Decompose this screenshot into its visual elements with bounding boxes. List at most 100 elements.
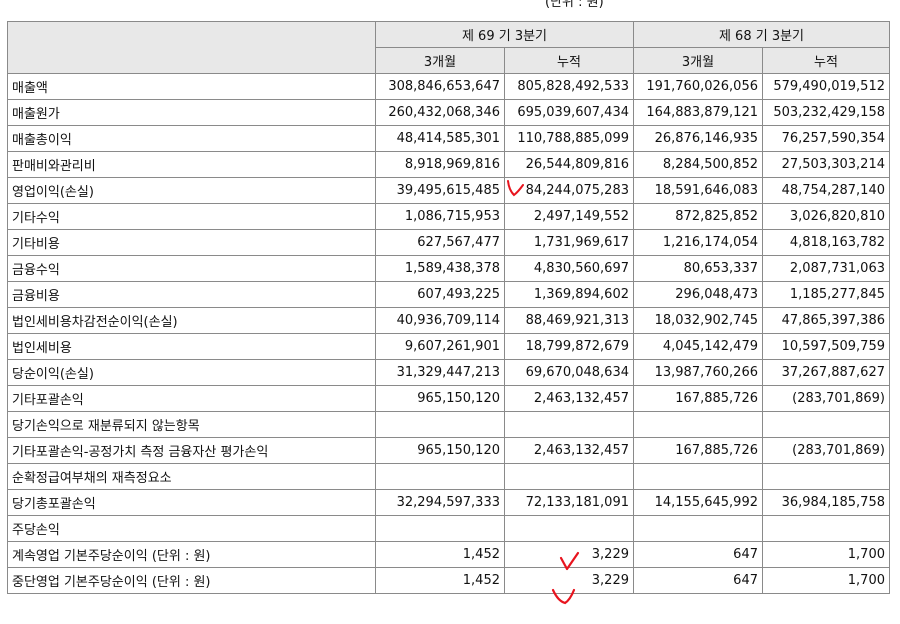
cell-3m-current: 965,150,120 [375, 385, 505, 412]
header-cumulative-current: 누적 [504, 47, 634, 74]
cell-3m-current: 260,432,068,346 [375, 99, 505, 126]
cell-3m-prior: 18,032,902,745 [633, 307, 763, 334]
row-label: 법인세비용차감전순이익(손실) [7, 307, 376, 334]
cell-cum-prior: 37,267,887,627 [762, 359, 890, 386]
cell-cum-prior: 36,984,185,758 [762, 489, 890, 516]
row-label: 기타포괄손익 [7, 385, 376, 412]
cell-3m-current: 1,589,438,378 [375, 255, 505, 282]
cell-cum-prior: 1,185,277,845 [762, 281, 890, 308]
table-row: 순확정급여부채의 재측정요소 [7, 463, 890, 490]
cell-3m-prior: 13,987,760,266 [633, 359, 763, 386]
cell-cum-prior: 503,232,429,158 [762, 99, 890, 126]
cell-cum-prior [762, 463, 890, 490]
cell-3m-current: 965,150,120 [375, 437, 505, 464]
cell-cum-current: 1,369,894,602 [504, 281, 634, 308]
income-statement-table: 제 69 기 3분기 제 68 기 3분기 3개월 누적 3개월 누적 매출액 … [7, 21, 890, 594]
cell-cum-prior [762, 411, 890, 438]
cell-cum-current: 3,229 [504, 567, 634, 594]
cell-cum-current: 110,788,885,099 [504, 125, 634, 152]
cell-cum-prior [762, 515, 890, 542]
cell-3m-prior: 1,216,174,054 [633, 229, 763, 256]
header-3m-current: 3개월 [375, 47, 505, 74]
cell-3m-current: 607,493,225 [375, 281, 505, 308]
cell-3m-current: 308,846,653,647 [375, 73, 505, 100]
table-row: 금융수익 1,589,438,378 4,830,560,697 80,653,… [7, 255, 890, 282]
row-label: 금융수익 [7, 255, 376, 282]
cell-3m-prior: 647 [633, 541, 763, 568]
row-label: 당순이익(손실) [7, 359, 376, 386]
table-row: 매출액 308,846,653,647 805,828,492,533 191,… [7, 73, 890, 100]
cell-cum-current: 2,463,132,457 [504, 437, 634, 464]
cell-3m-prior [633, 411, 763, 438]
cell-cum-prior: 27,503,303,214 [762, 151, 890, 178]
cell-3m-prior: 167,885,726 [633, 385, 763, 412]
table-row: 당기총포괄손익 32,294,597,333 72,133,181,091 14… [7, 489, 890, 516]
cell-3m-current: 39,495,615,485 [375, 177, 505, 204]
header-row-periods: 제 69 기 3분기 제 68 기 3분기 [7, 21, 890, 74]
cell-3m-prior: 8,284,500,852 [633, 151, 763, 178]
cell-3m-prior: 872,825,852 [633, 203, 763, 230]
row-label: 당기총포괄손익 [7, 489, 376, 516]
table-row: 기타포괄손익 965,150,120 2,463,132,457 167,885… [7, 385, 890, 412]
cell-3m-prior: 296,048,473 [633, 281, 763, 308]
header-cumulative-prior: 누적 [762, 47, 890, 74]
cell-cum-prior: 3,026,820,810 [762, 203, 890, 230]
table-row: 매출원가 260,432,068,346 695,039,607,434 164… [7, 99, 890, 126]
row-label: 기타포괄손익-공정가치 측정 금융자산 평가손익 [7, 437, 376, 464]
row-label: 기타수익 [7, 203, 376, 230]
cell-cum-current: 84,244,075,283 [504, 177, 634, 204]
table-row: 기타포괄손익-공정가치 측정 금융자산 평가손익 965,150,120 2,4… [7, 437, 890, 464]
unit-note: (단위 : 원) [545, 0, 604, 10]
cell-cum-prior: 76,257,590,354 [762, 125, 890, 152]
row-label: 판매비와관리비 [7, 151, 376, 178]
table-row: 법인세비용차감전순이익(손실) 40,936,709,114 88,469,92… [7, 307, 890, 334]
table-row: 매출총이익 48,414,585,301 110,788,885,099 26,… [7, 125, 890, 152]
cell-3m-prior: 164,883,879,121 [633, 99, 763, 126]
row-label: 계속영업 기본주당순이익 (단위 : 원) [7, 541, 376, 568]
cell-cum-current: 2,463,132,457 [504, 385, 634, 412]
cell-cum-current: 2,497,149,552 [504, 203, 634, 230]
header-3m-prior: 3개월 [633, 47, 763, 74]
cell-cum-current [504, 463, 634, 490]
header-period-prior: 제 68 기 3분기 [633, 21, 890, 48]
table-row: 당기손익으로 재분류되지 않는항목 [7, 411, 890, 438]
cell-cum-prior: 1,700 [762, 541, 890, 568]
row-label: 중단영업 기본주당순이익 (단위 : 원) [7, 567, 376, 594]
cell-3m-current: 1,452 [375, 567, 505, 594]
cell-3m-prior: 18,591,646,083 [633, 177, 763, 204]
row-label: 기타비용 [7, 229, 376, 256]
table-row: 주당손익 [7, 515, 890, 542]
cell-3m-current: 40,936,709,114 [375, 307, 505, 334]
cell-cum-prior: 2,087,731,063 [762, 255, 890, 282]
cell-cum-prior: 47,865,397,386 [762, 307, 890, 334]
cell-3m-current: 627,567,477 [375, 229, 505, 256]
cell-3m-current: 31,329,447,213 [375, 359, 505, 386]
cell-3m-current [375, 463, 505, 490]
row-label: 매출총이익 [7, 125, 376, 152]
table-row: 금융비용 607,493,225 1,369,894,602 296,048,4… [7, 281, 890, 308]
cell-3m-current: 8,918,969,816 [375, 151, 505, 178]
row-label: 법인세비용 [7, 333, 376, 360]
table-row: 기타비용 627,567,477 1,731,969,617 1,216,174… [7, 229, 890, 256]
cell-3m-prior [633, 515, 763, 542]
cell-cum-current: 695,039,607,434 [504, 99, 634, 126]
cell-cum-current: 18,799,872,679 [504, 333, 634, 360]
cell-3m-current: 48,414,585,301 [375, 125, 505, 152]
table-row: 판매비와관리비 8,918,969,816 26,544,809,816 8,2… [7, 151, 890, 178]
cell-cum-current: 72,133,181,091 [504, 489, 634, 516]
header-period-current: 제 69 기 3분기 [375, 21, 634, 48]
header-row-columns: 3개월 누적 3개월 누적 [8, 47, 890, 74]
cell-3m-prior [633, 463, 763, 490]
cell-3m-prior: 167,885,726 [633, 437, 763, 464]
cell-3m-current [375, 411, 505, 438]
cell-3m-prior: 4,045,142,479 [633, 333, 763, 360]
cell-cum-current [504, 411, 634, 438]
table-row: 법인세비용 9,607,261,901 18,799,872,679 4,045… [7, 333, 890, 360]
row-label: 순확정급여부채의 재측정요소 [7, 463, 376, 490]
cell-cum-current [504, 515, 634, 542]
cell-3m-prior: 647 [633, 567, 763, 594]
row-label: 당기손익으로 재분류되지 않는항목 [7, 411, 376, 438]
table-row: 계속영업 기본주당순이익 (단위 : 원) 1,452 3,229 647 1,… [7, 541, 890, 568]
cell-cum-prior: (283,701,869) [762, 437, 890, 464]
row-label: 영업이익(손실) [7, 177, 376, 204]
